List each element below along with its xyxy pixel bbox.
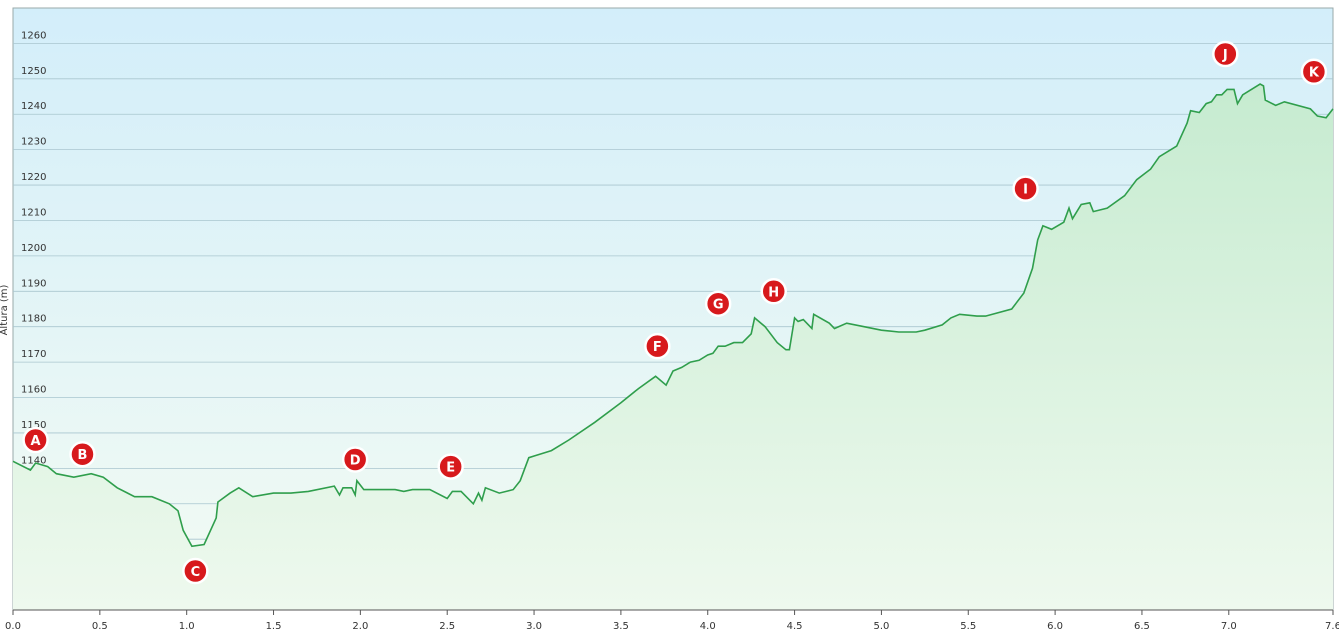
waypoint-circle (1212, 40, 1239, 68)
waypoint-circle (644, 332, 671, 360)
waypoint-marker: F (644, 332, 671, 360)
x-tick-label: 1.5 (266, 621, 282, 632)
waypoint-label: H (768, 285, 779, 300)
waypoint-label: C (191, 565, 201, 580)
x-tick-label: 7.6 (1325, 621, 1339, 632)
x-tick-label: 7.0 (1221, 621, 1237, 632)
y-tick-label: 1230 (21, 137, 46, 148)
x-tick-label: 1.0 (179, 621, 195, 632)
waypoint-circle (182, 557, 209, 585)
waypoint-circle (1300, 58, 1328, 85)
waypoint-label: F (653, 340, 662, 355)
waypoint-marker: H (760, 278, 787, 305)
waypoint-label: I (1023, 183, 1028, 198)
x-tick-label: 6.5 (1134, 621, 1150, 632)
y-tick-label: 1250 (21, 66, 46, 77)
y-tick-label: 1210 (21, 207, 46, 218)
y-tick-label: 1150 (21, 420, 46, 431)
waypoint-marker: D (341, 446, 369, 473)
waypoint-marker: E (437, 453, 464, 480)
waypoint-circle (437, 453, 464, 480)
y-tick-label: 1200 (21, 243, 46, 254)
x-tick-label: 6.0 (1047, 621, 1063, 632)
waypoint-label: E (446, 461, 455, 476)
waypoint-marker: A (22, 426, 49, 454)
y-axis-label: Altura (m) (0, 284, 10, 335)
x-tick-label: 0.0 (5, 621, 21, 632)
y-tick-label: 1170 (21, 349, 46, 360)
waypoint-marker: B (69, 440, 96, 468)
waypoint-label: D (350, 454, 361, 469)
x-tick-label: 4.0 (700, 621, 716, 632)
area-fill (13, 84, 1333, 611)
x-tick-label: 2.0 (352, 621, 368, 632)
x-tick-label: 5.5 (960, 621, 976, 632)
waypoint-label: G (713, 298, 724, 313)
waypoint-marker: I (1012, 175, 1039, 202)
x-tick-label: 4.5 (787, 621, 803, 632)
x-tick-label: 5.0 (873, 621, 889, 632)
x-tick-label: 2.5 (439, 621, 455, 632)
y-tick-label: 1180 (21, 314, 46, 325)
waypoint-circle (704, 290, 732, 317)
waypoint-marker: K (1300, 58, 1328, 85)
profile-line (12, 83, 1334, 548)
waypoint-circle (1012, 175, 1039, 202)
waypoint-label: K (1309, 66, 1320, 81)
x-tick-label: 3.0 (526, 621, 542, 632)
waypoint-label: A (31, 434, 41, 449)
y-tick-label: 1260 (21, 30, 46, 41)
waypoint-marker: J (1212, 40, 1239, 68)
y-tick-label: 1160 (21, 385, 46, 396)
y-tick-label: 1240 (21, 101, 46, 112)
waypoint-label: B (78, 448, 88, 463)
waypoint-circle (760, 278, 787, 305)
waypoint-label: J (1222, 48, 1228, 63)
x-tick-label: 0.5 (92, 621, 108, 632)
waypoint-marker: C (182, 557, 209, 585)
x-tick-label: 3.5 (613, 621, 629, 632)
waypoint-circle (341, 446, 369, 473)
y-tick-label: 1220 (21, 172, 46, 183)
y-tick-label: 1140 (21, 455, 46, 466)
y-tick-label: 1190 (21, 278, 46, 289)
waypoint-circle (22, 426, 49, 454)
waypoint-circle (69, 440, 96, 468)
waypoint-marker: G (704, 290, 732, 317)
